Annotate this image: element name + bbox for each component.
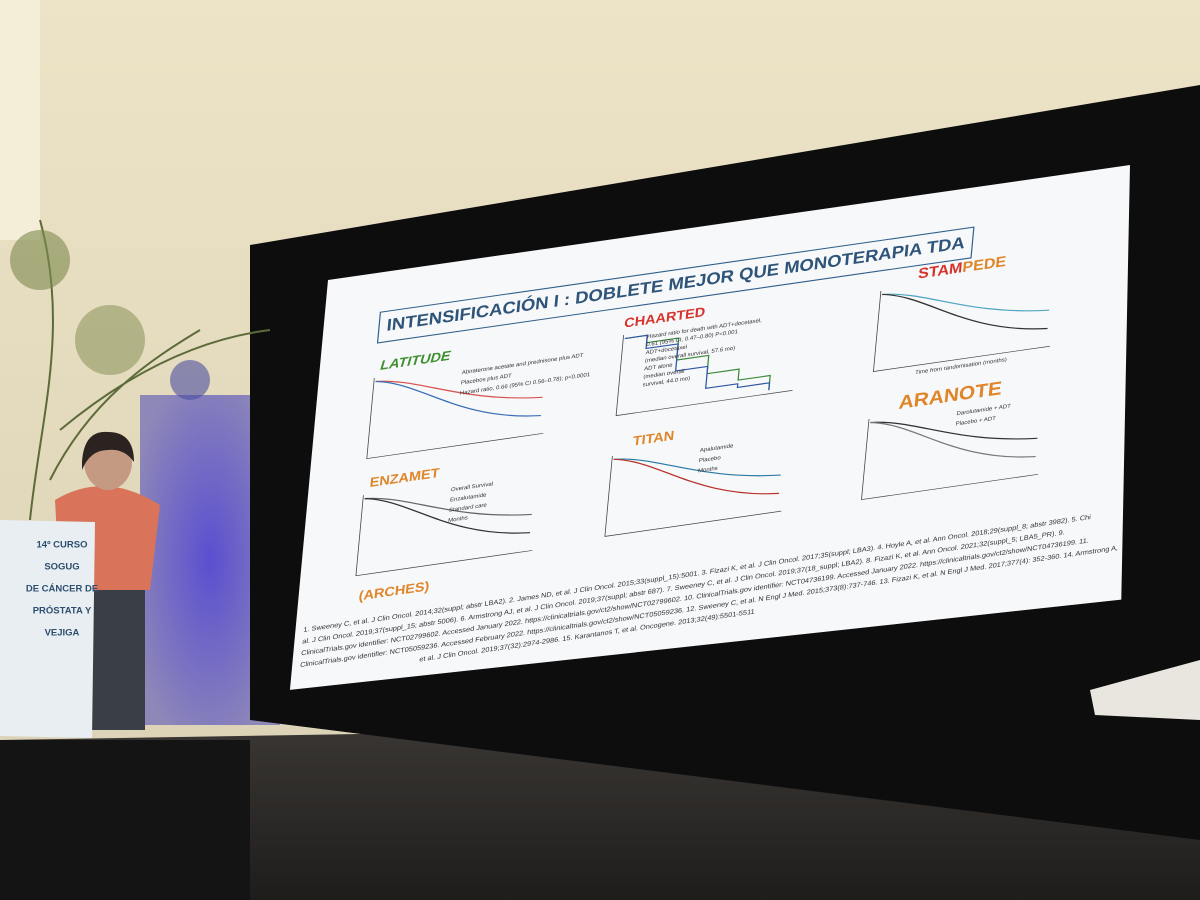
chair	[1090, 660, 1200, 720]
survival-curve	[882, 293, 1048, 330]
chart-note: Placebo + ADT	[955, 416, 996, 428]
podium-text: SOGUG	[44, 562, 79, 573]
chart-note: ADT+docetaxel	[645, 345, 687, 357]
survival-curve	[870, 421, 1036, 458]
podium-text: PRÓSTATA Y	[33, 605, 92, 617]
slide-bg	[289, 164, 1130, 690]
chart-note: Months	[698, 466, 718, 475]
survival-curve	[613, 458, 781, 477]
podium-text: VEJIGA	[45, 628, 80, 639]
podium-text: 14º CURSO	[37, 540, 88, 551]
trial-name: STAMPEDE	[917, 254, 1006, 283]
plant	[10, 219, 271, 521]
monitor	[0, 740, 250, 900]
trial-panel: TITAN Apalutamide Placebo Months	[604, 427, 782, 537]
chart-note: Apalutamide	[700, 443, 734, 453]
survival-curve	[882, 293, 1050, 312]
survival-curve	[375, 380, 542, 417]
survival-curve	[624, 334, 771, 391]
chart-note: Placebo	[699, 455, 721, 464]
chart-note: Overall Survival	[451, 482, 494, 494]
survival-curve	[364, 498, 531, 534]
chart-axis	[615, 335, 793, 417]
survival-curve	[375, 380, 543, 399]
chart-axis	[366, 378, 544, 460]
podium: 14º CURSO SOGUG DE CÁNCER DE PRÓSTATA Y VEJI…	[0, 520, 98, 738]
survival-curve	[364, 497, 532, 516]
trial-name: TITAN	[632, 427, 675, 448]
chart-note: (median overall	[643, 369, 685, 381]
chart-axis	[604, 455, 782, 537]
chart-axis	[872, 290, 1050, 372]
trial-name-part: STAM	[917, 260, 963, 282]
trial-name-part: PEDE	[962, 254, 1007, 276]
pillar	[0, 0, 40, 240]
chart-note: Enzalutamide	[450, 493, 487, 504]
survival-curve	[613, 458, 780, 495]
chart-axis	[355, 495, 533, 577]
podium-text: DE CÁNCER DE	[26, 584, 98, 595]
chart-note: Months	[448, 515, 468, 524]
title-box	[376, 226, 975, 344]
chart-note: Standard care	[449, 503, 487, 514]
chart-note: ADT alone	[644, 363, 673, 373]
chart-axis	[861, 419, 1038, 501]
survival-curve	[870, 421, 1038, 440]
